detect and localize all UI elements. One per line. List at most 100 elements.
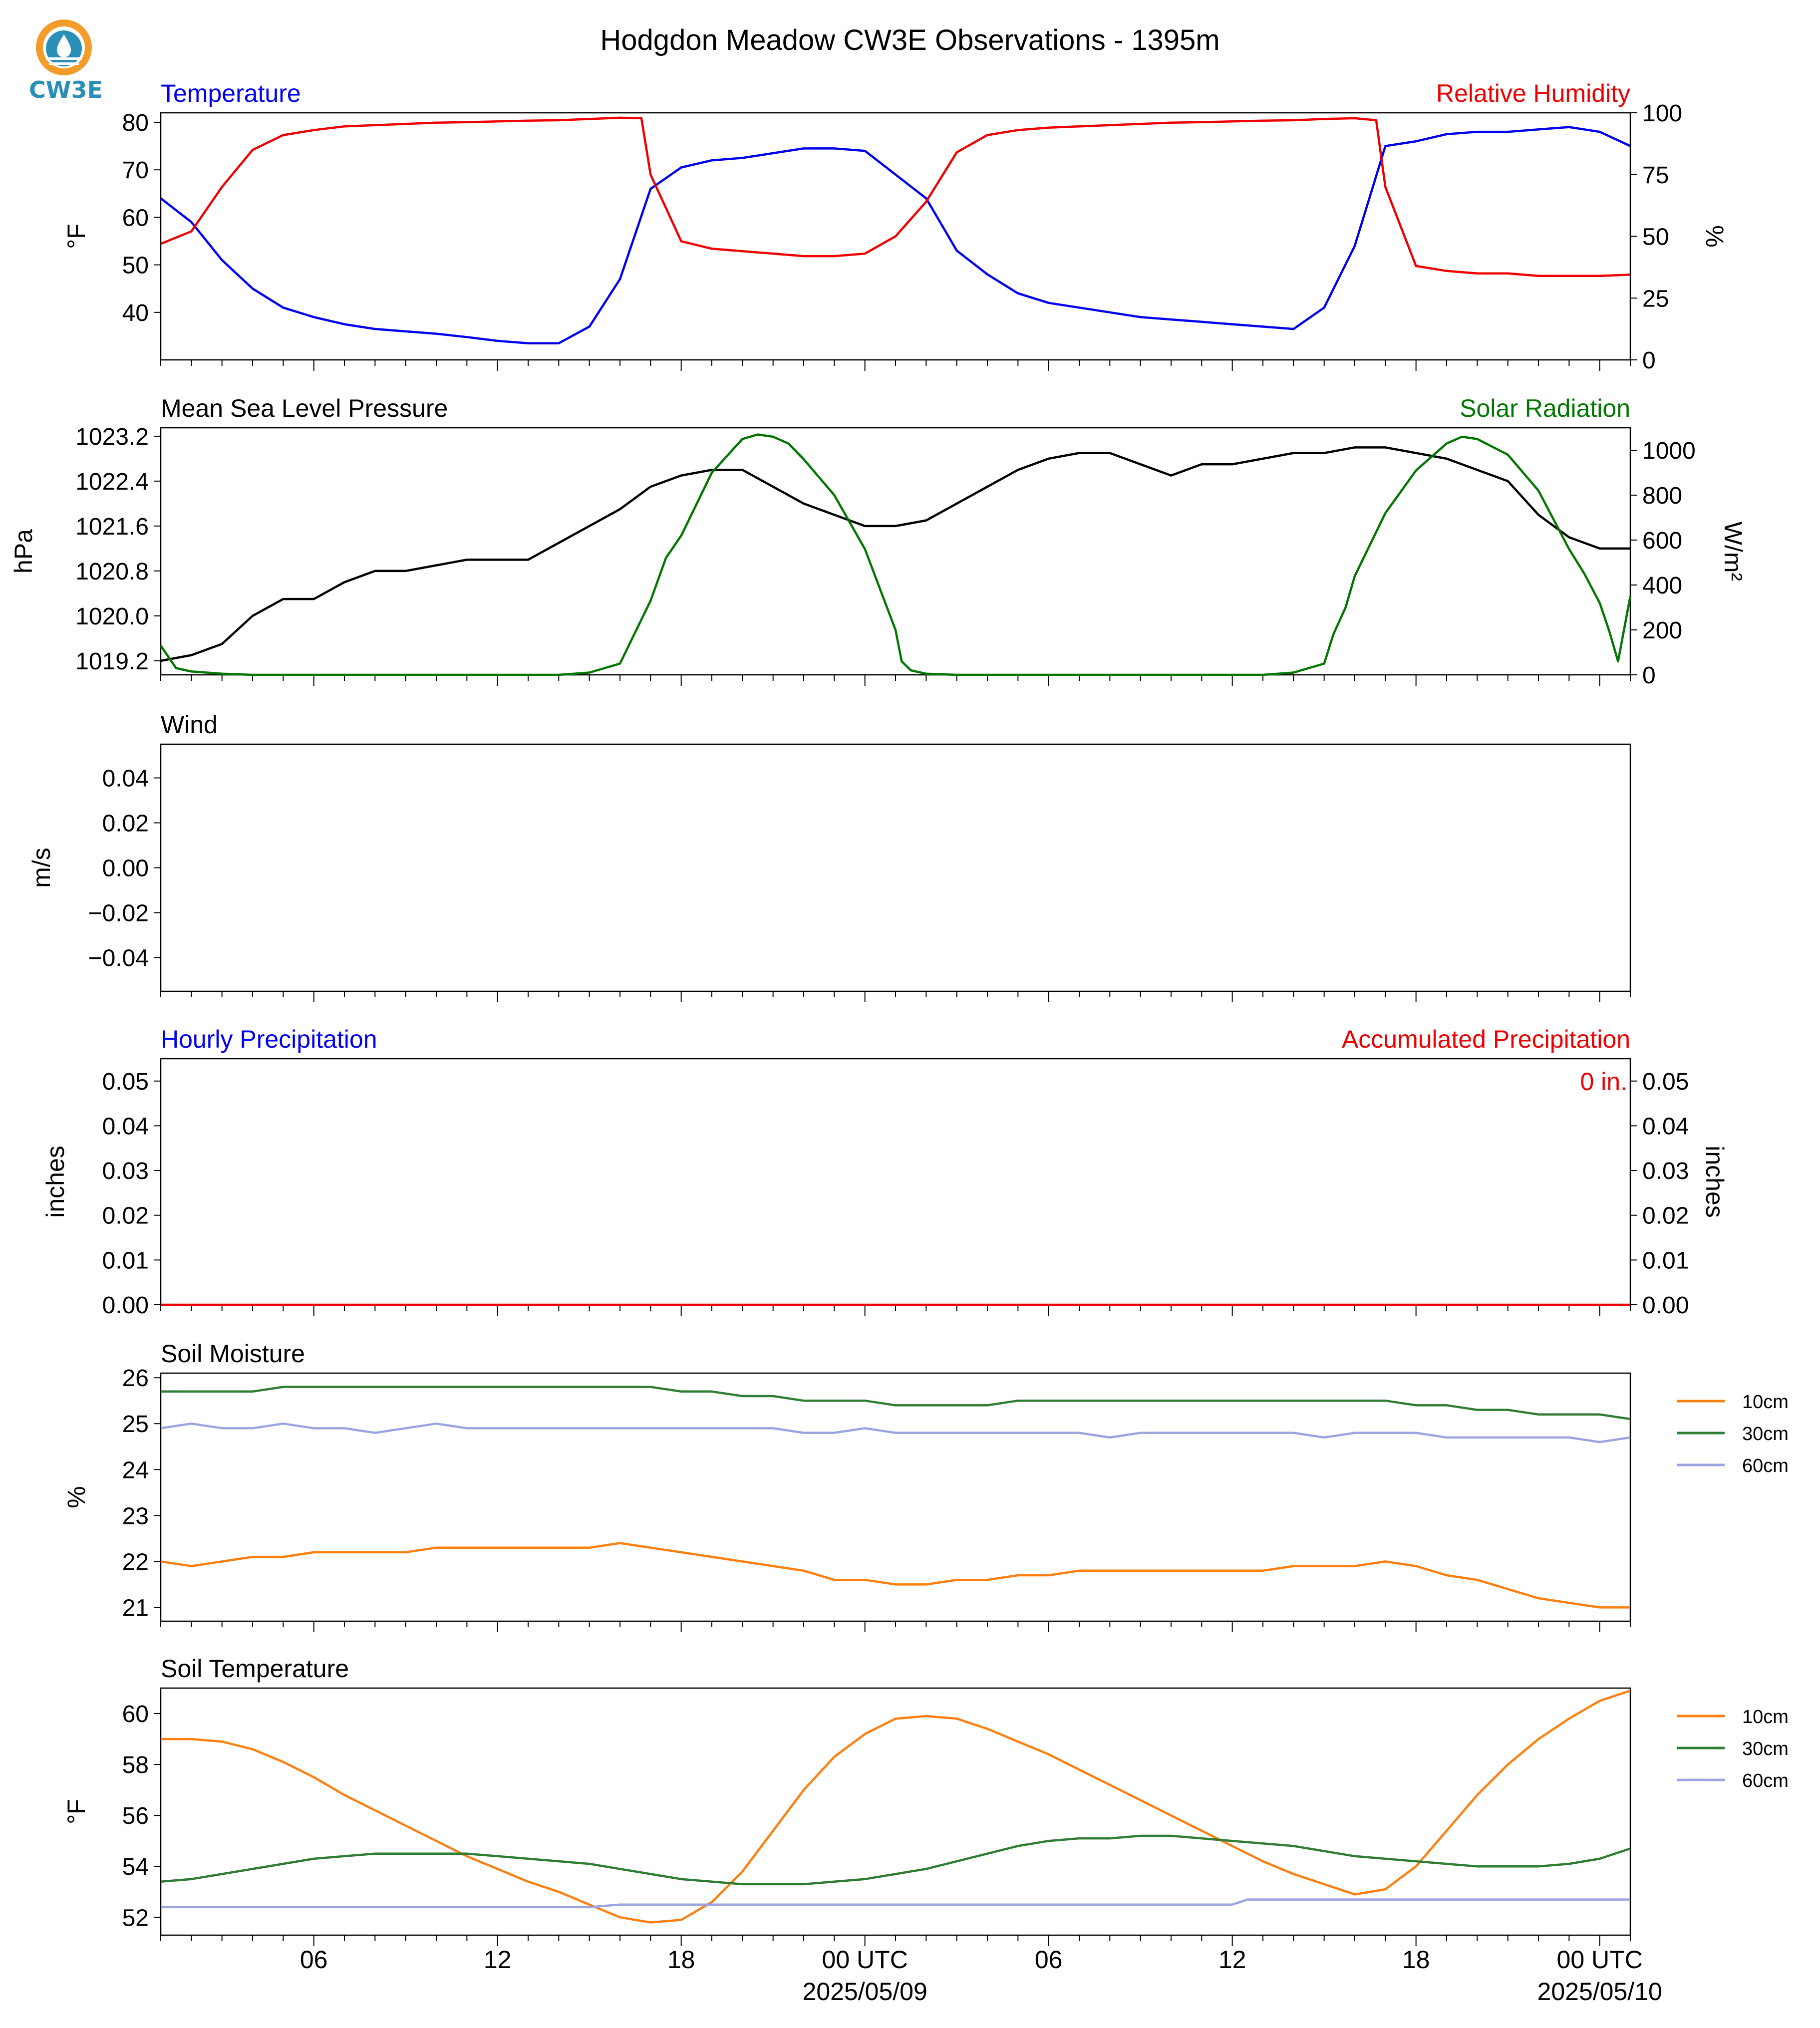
y-tick-label: 0.04 [102, 1113, 149, 1140]
series-10cm [161, 1689, 1631, 1924]
y-tick-label: 60 [122, 205, 149, 231]
y-tick-label-right: 0.02 [1642, 1203, 1689, 1229]
y-tick-label: 70 [122, 157, 149, 184]
y-tick-label: 1020.8 [75, 559, 149, 585]
y-tick-label: 0.00 [102, 856, 149, 882]
y-tick-label: 1021.6 [75, 514, 149, 540]
y-axis-label: °F [62, 224, 90, 249]
x-tick-label: 12 [1218, 1946, 1246, 1974]
accumulated-total: 0 in. [1580, 1068, 1627, 1096]
panel-wind: Wind −0.04 −0.02 0.00 0.02 0.04 m/s [27, 711, 1631, 1002]
y-tick-label: 0.05 [102, 1069, 149, 1095]
y-tick-label: 26 [122, 1365, 149, 1392]
y-tick-label: 1019.2 [75, 648, 149, 675]
y-tick-label: 0.04 [102, 766, 149, 792]
y-tick-label: 0.01 [102, 1247, 149, 1274]
y-axis-label: m/s [27, 848, 55, 888]
chart-panels: Temperature Relative Humidity 40 50 60 70 80 °F… [9, 79, 1789, 1946]
panel-title-left: Soil Temperature [161, 1655, 349, 1683]
legend-label: 60cm [1742, 1455, 1789, 1476]
series-mean-sea-level-pressure [160, 446, 1630, 662]
y-tick-label: 80 [122, 110, 149, 136]
y-tick-label-right: 600 [1642, 528, 1682, 554]
y-tick-label-right: 0 [1642, 347, 1656, 374]
y-tick-label: 58 [122, 1752, 149, 1778]
legend-label: 30cm [1742, 1424, 1789, 1445]
y-tick-label-right: 75 [1642, 162, 1669, 189]
y-tick-label-right: 0.04 [1642, 1113, 1689, 1140]
y-tick-label: 23 [122, 1503, 149, 1529]
panel-title-right: Solar Radiation [1460, 394, 1630, 422]
panel-precipitation: Hourly Precipitation Accumulated Precipit… [41, 1025, 1729, 1319]
series-60cm [161, 1898, 1630, 1909]
x-tick-label: 00 UTC [1557, 1946, 1643, 1974]
logo-text: CW3E [29, 76, 103, 103]
y-tick-label-right: 1000 [1642, 438, 1696, 464]
y-tick-label: 25 [122, 1411, 149, 1438]
y-tick-label-right: 0.00 [1642, 1292, 1689, 1319]
y-tick-label: 1022.4 [75, 469, 149, 495]
panel-title-left: Soil Moisture [161, 1340, 305, 1368]
y-tick-label-right: 0.01 [1642, 1247, 1689, 1274]
legend: 10cm 30cm 60cm [1677, 1392, 1789, 1476]
plot-frame [160, 1687, 1631, 1936]
y-tick-label: 56 [122, 1803, 149, 1829]
y-tick-label: 40 [122, 300, 149, 326]
logo-icon [36, 19, 92, 75]
y-tick-label-right: 100 [1642, 100, 1682, 127]
y-tick-label-right: 800 [1642, 483, 1682, 509]
series-60cm [160, 1422, 1631, 1444]
legend: 10cm 30cm 60cm [1677, 1707, 1789, 1791]
y-tick-label: −0.04 [88, 945, 149, 972]
x-tick-label: 18 [667, 1946, 695, 1974]
y-tick-label: −0.02 [88, 900, 149, 927]
x-tick-label: 06 [1035, 1946, 1063, 1974]
panel-title-left: Mean Sea Level Pressure [161, 394, 448, 422]
y-axis-label: % [62, 1486, 90, 1508]
y-tick-label-right: 0.05 [1642, 1069, 1689, 1095]
panel-title-left: Hourly Precipitation [161, 1025, 377, 1053]
x-tick-label: 18 [1402, 1946, 1430, 1974]
panel-title-right: Accumulated Precipitation [1342, 1025, 1630, 1053]
plot-frame [160, 743, 1631, 992]
series-temperature [160, 126, 1631, 344]
legend-label: 30cm [1742, 1738, 1789, 1759]
time-axis: 06 12 18 00 UTC 2025/05/09 06 12 18 00 UTC 2025/0… [300, 1946, 1662, 2006]
x-date-label: 2025/05/10 [1537, 1978, 1662, 2006]
y-tick-label: 52 [122, 1905, 149, 1931]
panel-pressure-solar: Mean Sea Level Pressure Solar Radiation 10… [9, 394, 1747, 689]
y-axis-label-right: % [1701, 225, 1729, 247]
series-10cm [160, 1542, 1630, 1609]
y-tick-label: 0.00 [102, 1292, 149, 1319]
plot-frame [160, 427, 1631, 676]
y-tick-label: 0.02 [102, 811, 149, 837]
y-tick-label: 50 [122, 253, 149, 279]
y-tick-label-right: 25 [1642, 286, 1669, 312]
y-tick-label: 54 [122, 1854, 149, 1880]
y-tick-label: 0.02 [102, 1203, 149, 1229]
chart-main-title: Hodgdon Meadow CW3E Observations - 1395m [600, 24, 1219, 56]
cw3e-logo: CW3E [29, 17, 103, 107]
y-tick-label: 21 [122, 1595, 149, 1621]
series-30cm [160, 1834, 1631, 1886]
y-axis-label-right: W/m² [1719, 522, 1747, 581]
y-tick-label: 24 [122, 1457, 149, 1483]
y-tick-label: 1020.0 [75, 603, 149, 630]
y-axis-label: hPa [9, 529, 37, 574]
legend-label: 60cm [1742, 1770, 1789, 1791]
y-tick-label: 60 [122, 1701, 149, 1728]
y-tick-label: 22 [122, 1549, 149, 1575]
y-axis-label: inches [41, 1146, 69, 1218]
panel-temperature-humidity: Temperature Relative Humidity 40 50 60 70 80 °F… [62, 79, 1729, 374]
x-tick-label: 06 [300, 1946, 328, 1974]
panel-soil-moisture: Soil Moisture 21 22 23 24 25 26% 10cm 30cm 60cm [62, 1340, 1789, 1632]
y-tick-label-right: 200 [1642, 617, 1682, 644]
panel-title-left: Temperature [161, 79, 301, 107]
legend-label: 10cm [1742, 1707, 1789, 1728]
panel-title-left: Wind [161, 711, 218, 739]
panel-title-right: Relative Humidity [1436, 79, 1630, 107]
y-axis-label: °F [62, 1799, 90, 1824]
series-solar-radiation [160, 433, 1632, 676]
panel-soil-temperature: Soil Temperature 52 54 56 58 60 °F 10cm 30cm 60cm [62, 1655, 1789, 1946]
